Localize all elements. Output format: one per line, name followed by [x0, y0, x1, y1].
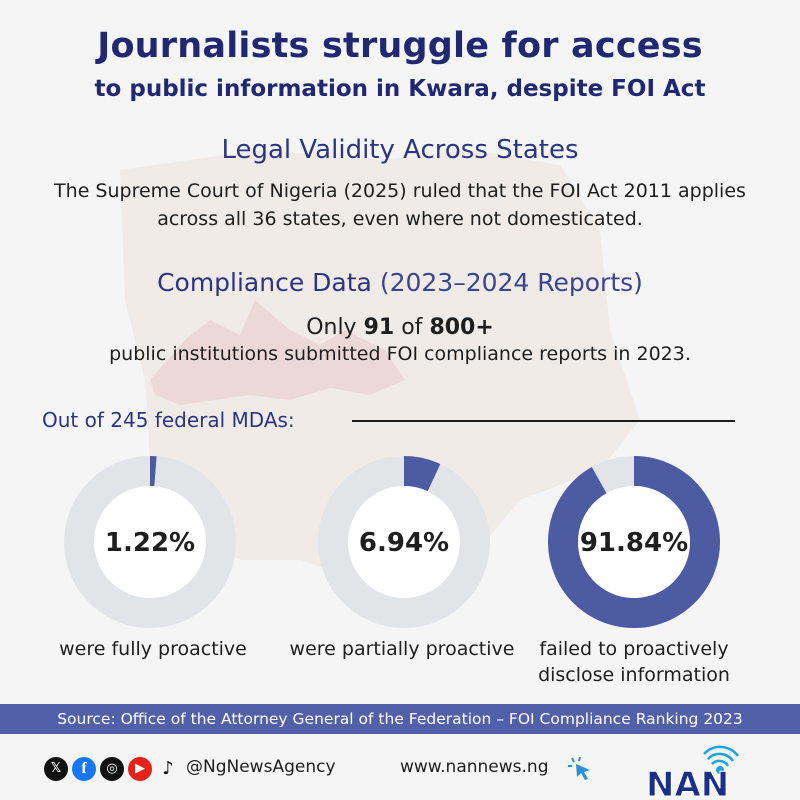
- kwara-region: [150, 300, 405, 405]
- institution-count-line: Only 91 of 800+: [0, 315, 800, 340]
- legal-text: The Supreme Court of Nigeria (2025) rule…: [54, 180, 746, 230]
- nan-logo-text: NAN: [646, 765, 729, 798]
- donut-hole-failed-to-disclose: [578, 486, 690, 598]
- only-prefix: Only: [306, 315, 357, 340]
- footer: 𝕏 f ◎ ▶ ♪ @NgNewsAgency www.nannews.ng N…: [0, 740, 800, 800]
- divider-rule: [352, 420, 735, 422]
- donut-segment-partially-proactive: [403, 456, 441, 492]
- website-link[interactable]: www.nannews.ng: [400, 757, 549, 777]
- tiktok-icon[interactable]: ♪: [162, 758, 174, 779]
- mda-label: Out of 245 federal MDAs:: [42, 408, 295, 432]
- institution-total: 800+: [429, 315, 494, 340]
- donut-hole-fully-proactive: [94, 486, 206, 598]
- cursor-click-icon: [568, 756, 590, 780]
- caption-failed-to-disclose: failed to proactively disclose informati…: [538, 638, 730, 686]
- compliance-heading: Compliance Data (2023–2024 Reports): [0, 268, 800, 297]
- title-line-1: Journalists struggle for access: [97, 26, 703, 66]
- social-handle[interactable]: @NgNewsAgency: [186, 757, 336, 777]
- compliance-heading-main: Compliance Data: [157, 268, 372, 297]
- nan-logo: NAN: [646, 745, 740, 798]
- donut-segment-failed-to-disclose: [548, 456, 720, 628]
- of-word: of: [401, 315, 423, 340]
- donut-label-failed-to-disclose: 91.84%: [580, 528, 688, 558]
- youtube-icon[interactable]: ▶: [128, 757, 152, 781]
- donut-hole-partially-proactive: [348, 486, 460, 598]
- legal-heading: Legal Validity Across States: [221, 135, 579, 165]
- x-icon[interactable]: 𝕏: [44, 757, 68, 781]
- instagram-icon[interactable]: ◎: [100, 757, 124, 781]
- caption-partially-proactive: were partially proactive: [289, 638, 515, 660]
- compliance-heading-sub: (2023–2024 Reports): [379, 268, 643, 297]
- institutions-text: public institutions submitted FOI compli…: [109, 343, 691, 365]
- donut-label-partially-proactive: 6.94%: [359, 528, 449, 558]
- facebook-icon[interactable]: f: [72, 757, 96, 781]
- source-bar: Source: Office of the Attorney General o…: [0, 704, 800, 734]
- report-count: 91: [363, 315, 395, 340]
- donut-charts: 1.22% 6.94% 91.84%: [64, 456, 720, 628]
- donut-label-fully-proactive: 1.22%: [105, 528, 195, 558]
- title-line-2: to public information in Kwara, despite …: [94, 76, 706, 102]
- caption-fully-proactive: were fully proactive: [59, 638, 247, 660]
